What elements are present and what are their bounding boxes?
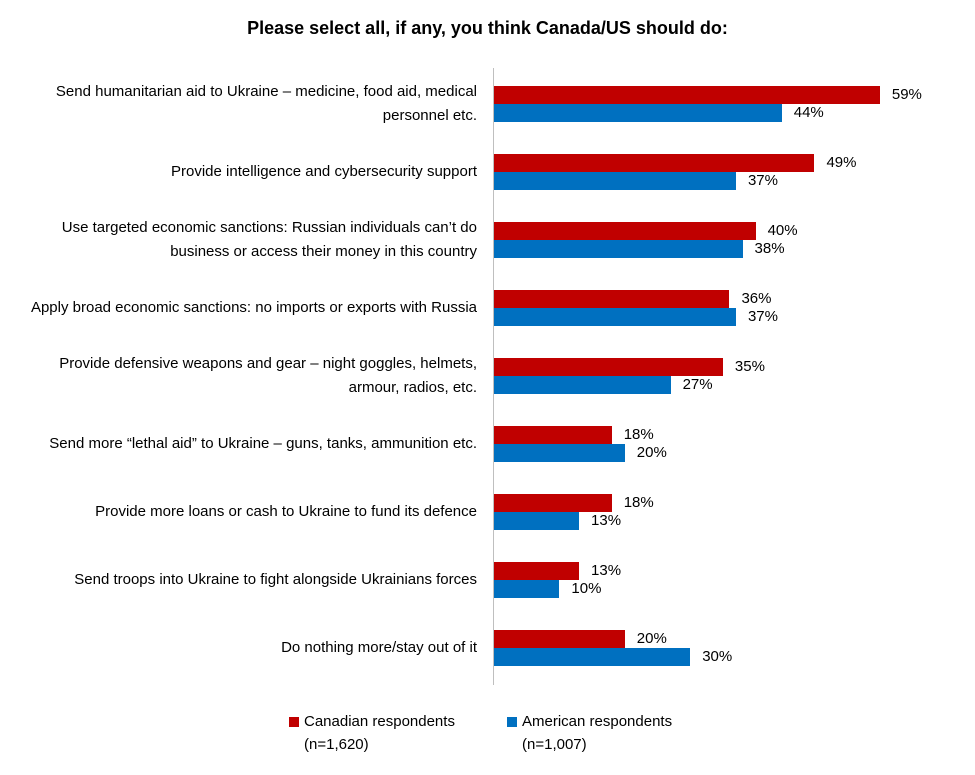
chart-title: Please select all, if any, you think Can… bbox=[247, 18, 728, 38]
value-label: 35% bbox=[734, 358, 765, 375]
bar bbox=[494, 104, 782, 122]
value-label: 59% bbox=[891, 86, 922, 103]
category-label: Provide more loans or cash to Ukraine to… bbox=[95, 503, 477, 520]
value-label: 49% bbox=[826, 154, 857, 171]
value-label: 36% bbox=[741, 290, 772, 307]
bar bbox=[494, 240, 743, 258]
bar bbox=[494, 630, 625, 648]
value-label: 20% bbox=[636, 630, 667, 647]
category-label: Send more “lethal aid” to Ukraine – guns… bbox=[49, 435, 477, 452]
category-label: Provide defensive weapons and gear – nig… bbox=[59, 355, 477, 396]
bar bbox=[494, 222, 756, 240]
bar bbox=[494, 494, 612, 512]
bar bbox=[494, 290, 730, 308]
value-label: 13% bbox=[591, 562, 622, 579]
bar bbox=[494, 172, 736, 190]
bar bbox=[494, 444, 625, 462]
category-label: Do nothing more/stay out of it bbox=[281, 639, 477, 656]
bar bbox=[494, 358, 723, 376]
bar bbox=[494, 154, 815, 172]
bar bbox=[494, 562, 580, 580]
category-label: Send troops into Ukraine to fight alongs… bbox=[74, 571, 477, 588]
bar bbox=[494, 580, 560, 598]
value-label: 37% bbox=[747, 172, 778, 189]
category-label: Send humanitarian aid to Ukraine – medic… bbox=[55, 83, 477, 124]
value-label: 40% bbox=[767, 222, 798, 239]
bar bbox=[494, 426, 612, 444]
legend-label: American respondents (n=1,007) bbox=[522, 713, 673, 753]
legend-label: Canadian respondents (n=1,620) bbox=[304, 713, 455, 753]
value-label: 27% bbox=[682, 376, 713, 393]
value-label: 18% bbox=[623, 426, 654, 443]
category-label: Use targeted economic sanctions: Russian… bbox=[61, 219, 477, 260]
category-label: Provide intelligence and cybersecurity s… bbox=[171, 163, 477, 180]
category-axis bbox=[493, 68, 494, 685]
value-label: 44% bbox=[793, 104, 824, 121]
value-label: 13% bbox=[591, 512, 622, 529]
category-label: Apply broad economic sanctions: no impor… bbox=[30, 299, 477, 316]
bar bbox=[494, 308, 736, 326]
legend-swatch bbox=[289, 717, 299, 727]
value-label: 38% bbox=[754, 240, 785, 257]
value-label: 37% bbox=[747, 308, 778, 325]
value-label: 20% bbox=[636, 444, 667, 461]
value-label: 30% bbox=[702, 648, 733, 665]
bar bbox=[494, 376, 671, 394]
bar bbox=[494, 86, 880, 104]
value-label: 18% bbox=[623, 494, 654, 511]
bar bbox=[494, 648, 691, 666]
legend-swatch bbox=[507, 717, 517, 727]
bar bbox=[494, 512, 580, 530]
value-label: 10% bbox=[571, 580, 602, 597]
